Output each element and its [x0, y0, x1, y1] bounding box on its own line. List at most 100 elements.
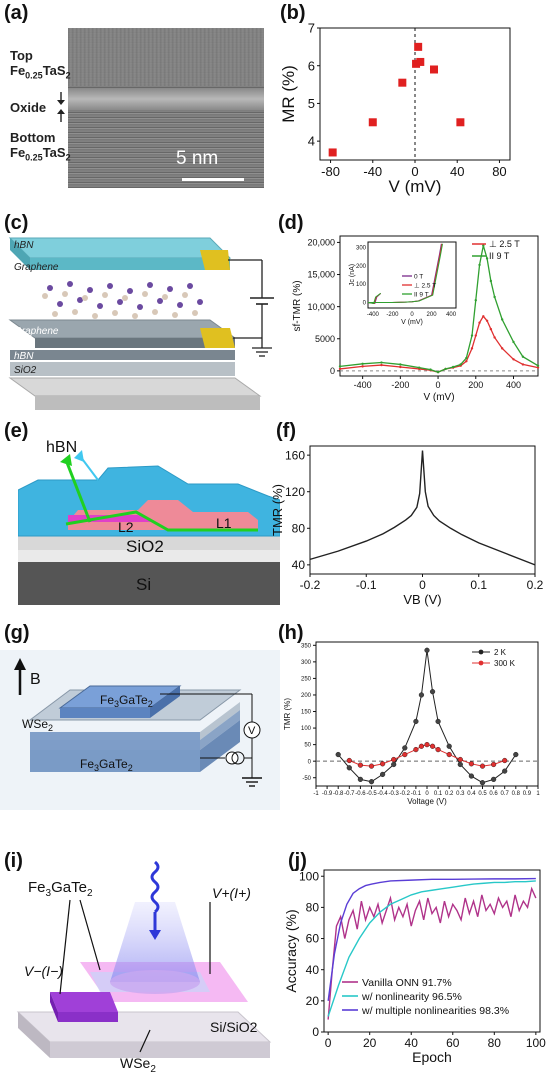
- series-marker: [429, 689, 436, 695]
- x-tick-label: 0: [411, 164, 418, 179]
- y-axis-label: sf-TMR (%): [292, 280, 303, 331]
- bottom-label: Bottom: [10, 130, 56, 145]
- x-axis-label: Epoch: [412, 1049, 452, 1065]
- bottom-fe3gate2-label: Fe3GaTe2: [80, 757, 133, 773]
- x-tick-label: 0.5: [478, 791, 487, 797]
- sio2-label: SiO2: [126, 537, 164, 556]
- inset-frame: [367, 241, 457, 309]
- series-marker: [521, 355, 525, 358]
- series-line: [337, 650, 517, 784]
- series-marker: [435, 746, 441, 753]
- panel-label-c: (c): [4, 212, 29, 234]
- inset-series-line: [367, 292, 382, 304]
- series-marker: [451, 365, 455, 369]
- legend-entry: 300 K: [494, 659, 516, 668]
- x-tick-label: -80: [321, 164, 340, 179]
- top-label: Top: [10, 48, 33, 63]
- x-tick-label: 0: [436, 380, 441, 390]
- series-marker: [474, 299, 477, 302]
- series-marker: [493, 336, 496, 339]
- series-marker: [338, 365, 342, 368]
- inset-x-label: V (mV): [401, 319, 423, 326]
- series-marker: [465, 356, 468, 360]
- y-axis-label: MR (%): [280, 65, 298, 123]
- voltmeter-label: V: [248, 725, 256, 737]
- x-tick-label: -400: [354, 380, 372, 390]
- inset-legend-entry: ⊥ 2.5 T: [414, 283, 436, 290]
- x-tick-label: 0.8: [512, 791, 521, 797]
- x-tick-label: -0.1: [411, 791, 422, 797]
- inset-legend-entry: 0 T: [414, 274, 423, 281]
- series-marker: [391, 761, 397, 768]
- inset-legend-entry: II 9 T: [414, 292, 429, 299]
- wse2-label: WSe2: [22, 717, 53, 733]
- si-sio2-label: Si/SiO2: [210, 1019, 258, 1035]
- series-marker: [470, 334, 474, 337]
- legend-entry: w/ multiple nonlinearities 98.3%: [361, 1005, 509, 1017]
- series-marker: [361, 365, 364, 368]
- y-axis-label: TMR (%): [270, 484, 285, 536]
- x-axis-label: Voltage (V): [407, 797, 447, 806]
- x-tick-label: 60: [446, 1036, 460, 1050]
- x-tick-label: 80: [492, 164, 506, 179]
- tem-image: 5 nm: [68, 28, 264, 188]
- series-marker: [502, 757, 508, 764]
- series-marker: [512, 358, 515, 361]
- series-marker: [399, 363, 402, 366]
- l1-label: L1: [216, 515, 232, 531]
- series-marker: [346, 757, 352, 764]
- x-tick-label: 0.2: [527, 578, 544, 592]
- series-marker: [521, 363, 525, 366]
- series-marker: [536, 364, 540, 367]
- y-tick-label: 250: [301, 677, 312, 683]
- x-tick-label: 0.1: [470, 578, 487, 592]
- y-axis-label: Accuracy (%): [284, 909, 299, 992]
- chart-b-mr-vs-v: -80 -40 0 40 80 4 5 6 7 V (mV) MR (%): [280, 21, 511, 196]
- series-marker: [368, 779, 375, 785]
- legend-marker: [478, 649, 484, 655]
- series-marker: [459, 363, 462, 366]
- series-marker: [493, 295, 496, 299]
- device-schematic-g: B Fe3GaTe2 WSe2 Fe3GaTe2 V: [0, 650, 280, 810]
- y-tick-label: 100: [301, 726, 312, 732]
- series-line: [327, 886, 537, 1020]
- y-tick-label: 350: [301, 643, 312, 649]
- scale-bar: [182, 178, 244, 181]
- x-tick-label: -0.7: [344, 791, 355, 797]
- legend-marker: [478, 660, 484, 666]
- series-marker: [500, 347, 504, 350]
- inset-x-tick-label: -200: [386, 312, 399, 318]
- x-tick-label: -0.1: [356, 578, 377, 592]
- x-tick-label: 200: [468, 380, 483, 390]
- x-tick-label: -0.4: [377, 791, 388, 797]
- x-tick-label: -0.9: [322, 791, 333, 797]
- series-marker: [465, 360, 468, 363]
- inset-y-tick-label: 300: [356, 246, 367, 252]
- inset-x-tick-label: 400: [446, 312, 457, 318]
- hbn-label: hBN: [46, 440, 77, 456]
- y-tick-label: -50: [302, 776, 311, 782]
- series-line: [339, 245, 539, 373]
- plot-frame: [323, 869, 541, 1033]
- series-marker: [446, 743, 452, 749]
- series-marker: [457, 761, 463, 768]
- x-tick-label: 0.9: [523, 791, 532, 797]
- series-marker: [457, 756, 463, 763]
- series-marker: [479, 763, 486, 769]
- layer-label-sio2: SiO2: [14, 365, 37, 376]
- x-tick-label: -1: [313, 791, 319, 797]
- legend-entry: w/ nonlinearity 96.5%: [361, 991, 462, 1003]
- tmr-curve: [309, 450, 536, 566]
- si-substrate: [18, 560, 280, 605]
- panel-label-a: (a): [4, 2, 29, 24]
- y-tick-label: 20: [306, 994, 320, 1008]
- series-marker: [513, 751, 519, 758]
- series-marker: [435, 718, 441, 725]
- x-tick-label: 0.7: [501, 791, 510, 797]
- series-marker: [379, 761, 386, 767]
- legend-entry: ⊥ 2.5 T: [489, 239, 520, 249]
- legend-entry: Vanilla ONN 91.7%: [362, 977, 452, 989]
- y-tick-label: 200: [301, 693, 312, 699]
- inset-x-tick-label: 0: [410, 312, 414, 318]
- series-marker: [491, 776, 497, 782]
